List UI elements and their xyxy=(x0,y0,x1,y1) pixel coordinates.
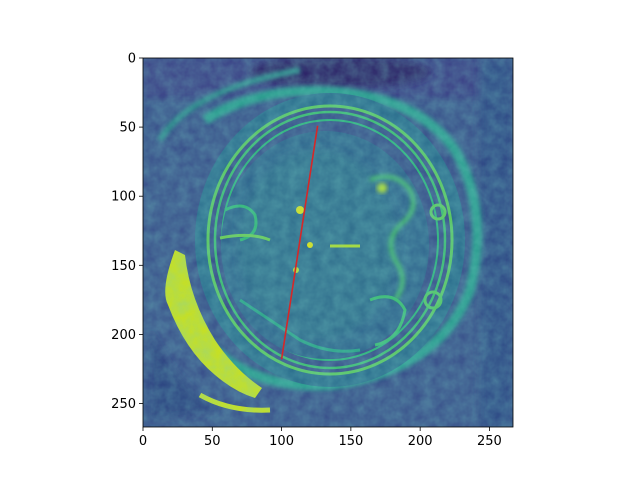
x-tick-label: 150 xyxy=(338,434,363,449)
x-tick-label: 250 xyxy=(477,434,502,449)
x-tick-label: 100 xyxy=(269,434,294,449)
x-tick-label: 50 xyxy=(204,434,221,449)
y-tick-label: 100 xyxy=(111,190,136,205)
annotation-line xyxy=(280,125,319,360)
x-tick-label: 200 xyxy=(408,434,433,449)
mri-image xyxy=(143,58,513,427)
plot-frame xyxy=(142,57,514,428)
y-tick-label: 150 xyxy=(111,259,136,274)
y-tick-label: 0 xyxy=(128,52,136,67)
x-axis: 0 50 100 150 200 250 xyxy=(139,427,502,449)
x-tick-label: 0 xyxy=(139,434,147,449)
y-tick-label: 200 xyxy=(111,328,136,343)
y-tick-label: 50 xyxy=(119,121,136,136)
y-axis: 0 50 100 150 200 250 xyxy=(111,52,143,412)
y-tick-label: 250 xyxy=(111,397,136,412)
